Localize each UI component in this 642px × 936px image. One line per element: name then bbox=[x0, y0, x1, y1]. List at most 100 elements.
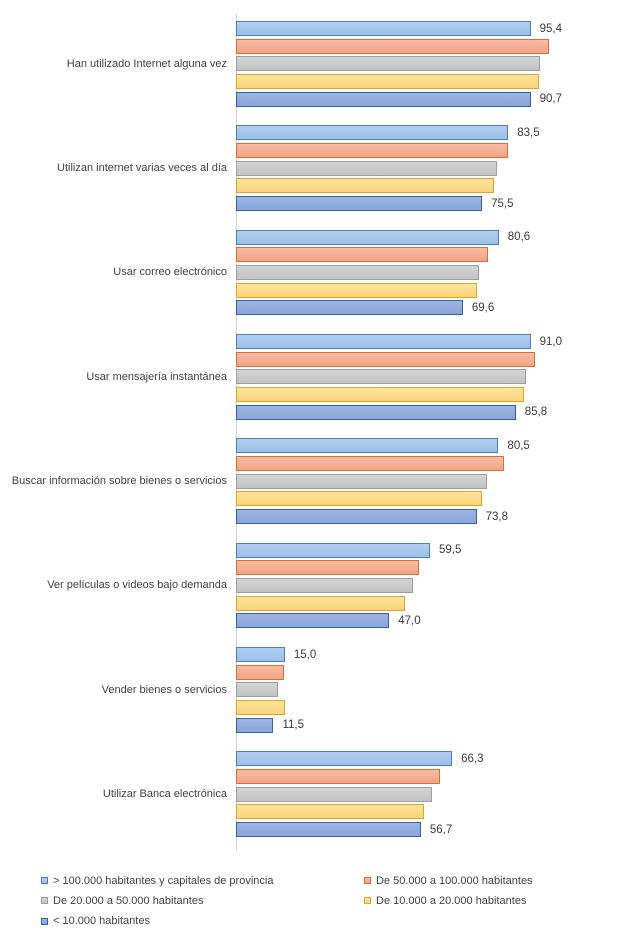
bar-group: Buscar información sobre bienes o servic… bbox=[0, 438, 642, 525]
bar-row bbox=[236, 664, 562, 680]
bar-group: Utilizar Banca electrónica 66,3 56,7 bbox=[0, 751, 642, 838]
bar-series-4 bbox=[236, 196, 483, 212]
bar-row bbox=[236, 491, 562, 507]
bar-row bbox=[236, 456, 562, 472]
value-label: 73,8 bbox=[485, 510, 508, 523]
legend-swatch-icon bbox=[364, 897, 371, 904]
bar-series-1 bbox=[236, 560, 420, 576]
value-label: 56,7 bbox=[429, 823, 453, 836]
bar-stack: 80,5 73,8 bbox=[236, 438, 562, 525]
legend-swatch-icon bbox=[41, 897, 48, 904]
category-label: Usar mensajería instantánea bbox=[86, 370, 227, 383]
category-label: Ver películas o videos bajo demanda bbox=[47, 579, 227, 592]
value-label: 80,5 bbox=[507, 439, 530, 452]
bar-group: Utilizan internet varias veces al día 83,… bbox=[0, 125, 642, 212]
legend-swatch-icon bbox=[364, 877, 371, 884]
bar-series-3 bbox=[236, 595, 406, 611]
bar-row bbox=[236, 769, 562, 785]
bar-row bbox=[236, 178, 562, 194]
bar-series-2 bbox=[236, 56, 541, 72]
bar-series-1 bbox=[236, 247, 489, 263]
legend-swatch-icon bbox=[41, 917, 48, 925]
bar-series-1 bbox=[236, 351, 536, 367]
bar-series-3 bbox=[236, 387, 525, 403]
bar-row: 91,0 bbox=[236, 334, 562, 350]
legend-item: De 20.000 a 50.000 habitantes bbox=[41, 895, 203, 907]
bar-row bbox=[236, 387, 562, 403]
legend-item: > 100.000 habitantes y capitales de prov… bbox=[41, 875, 273, 887]
value-label: 80,6 bbox=[507, 231, 531, 244]
bar-stack: 83,5 75,5 bbox=[236, 125, 562, 212]
value-label: 47,0 bbox=[398, 614, 421, 627]
value-label: 75,5 bbox=[491, 197, 514, 210]
bar-series-4 bbox=[236, 613, 390, 629]
bar-row bbox=[236, 38, 562, 54]
category-label: Usar correo electrónico bbox=[113, 266, 227, 279]
bar-row bbox=[236, 160, 562, 176]
bar-row bbox=[236, 265, 562, 281]
bar-group: Usar mensajería instantánea 91,0 85,8 bbox=[0, 334, 642, 420]
bar-row bbox=[236, 595, 562, 611]
value-label: 83,5 bbox=[517, 126, 540, 139]
bar-row bbox=[236, 247, 562, 263]
bar-stack: 95,4 90,7 bbox=[236, 21, 562, 107]
bar-series-0 bbox=[236, 21, 531, 36]
legend-label: De 10.000 a 20.000 habitantes bbox=[376, 894, 527, 907]
value-label: 15,0 bbox=[293, 648, 317, 661]
bar-stack: 91,0 85,8 bbox=[236, 334, 562, 420]
bar-row bbox=[236, 786, 562, 802]
legend-swatch-icon bbox=[41, 877, 48, 884]
y-axis-line bbox=[236, 14, 237, 851]
bar-row: 83,5 bbox=[236, 125, 562, 141]
bar-series-4 bbox=[236, 822, 421, 838]
bar-row: 73,8 bbox=[236, 509, 562, 525]
bar-series-1 bbox=[236, 143, 508, 159]
bar-series-0 bbox=[236, 542, 430, 558]
bar-row: 80,6 bbox=[236, 229, 562, 245]
category-label: Utilizan internet varias veces al día bbox=[57, 161, 227, 174]
bar-series-2 bbox=[236, 160, 498, 176]
category-label: Utilizar Banca electrónica bbox=[102, 787, 227, 800]
bar-row: 69,6 bbox=[236, 300, 562, 316]
bar-series-3 bbox=[236, 178, 494, 194]
bar-series-0 bbox=[236, 438, 499, 454]
bar-row: 56,7 bbox=[236, 822, 562, 838]
bar-stack: 59,5 47,0 bbox=[236, 542, 562, 629]
bar-row: 11,5 bbox=[236, 717, 562, 733]
bar-group: Usar correo electrónico 80,6 69,6 bbox=[0, 229, 642, 316]
bar-series-3 bbox=[236, 491, 482, 507]
bar-series-1 bbox=[236, 664, 284, 680]
legend-label: > 100.000 habitantes y capitales de prov… bbox=[53, 874, 274, 887]
value-label: 66,3 bbox=[461, 752, 484, 765]
value-label: 11,5 bbox=[282, 719, 305, 732]
bar-group: Vender bienes o servicios 15,0 11,5 bbox=[0, 647, 642, 733]
bar-stack: 66,3 56,7 bbox=[236, 751, 562, 838]
plot-area: Han utilizado Internet alguna vez 95,4 90,… bbox=[0, 21, 642, 856]
bar-series-0 bbox=[236, 229, 499, 245]
bar-series-3 bbox=[236, 74, 540, 90]
bar-row bbox=[236, 369, 562, 385]
bar-row: 80,5 bbox=[236, 438, 562, 454]
bar-row: 66,3 bbox=[236, 751, 562, 767]
legend-item: De 10.000 a 20.000 habitantes bbox=[364, 895, 526, 907]
bar-row: 90,7 bbox=[236, 91, 562, 107]
bar-series-1 bbox=[236, 456, 504, 472]
bar-stack: 80,6 69,6 bbox=[236, 229, 562, 316]
legend-label: De 50.000 a 100.000 habitantes bbox=[376, 874, 533, 887]
bar-series-3 bbox=[236, 700, 286, 716]
value-label: 69,6 bbox=[471, 301, 495, 314]
bar-series-1 bbox=[236, 769, 440, 785]
bar-series-4 bbox=[236, 404, 516, 420]
bar-stack: 15,0 11,5 bbox=[236, 647, 562, 733]
category-label: Buscar información sobre bienes o servic… bbox=[11, 474, 227, 487]
bar-group: Han utilizado Internet alguna vez 95,4 90,… bbox=[0, 21, 642, 107]
bar-row bbox=[236, 74, 562, 90]
bar-series-4 bbox=[236, 717, 274, 733]
bar-series-2 bbox=[236, 578, 413, 594]
bar-row bbox=[236, 351, 562, 367]
value-label: 95,4 bbox=[539, 22, 562, 35]
bar-group: Ver películas o videos bajo demanda 59,5 4… bbox=[0, 542, 642, 629]
bar-series-1 bbox=[236, 38, 549, 54]
value-label: 91,0 bbox=[539, 335, 562, 348]
value-label: 59,5 bbox=[438, 544, 462, 557]
